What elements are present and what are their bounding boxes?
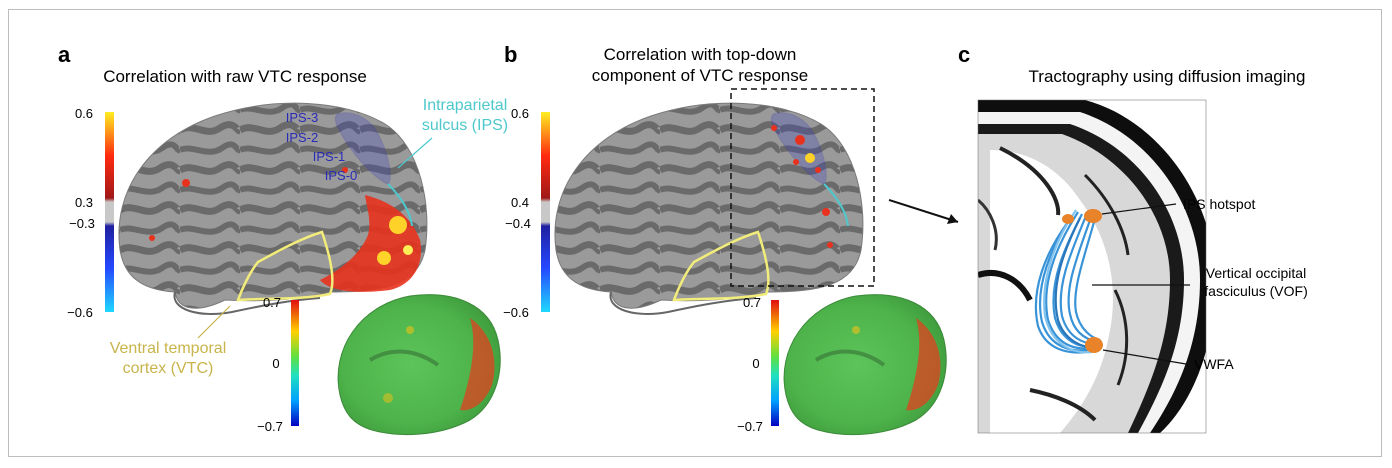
ips-0-label: IPS-0 — [325, 168, 358, 183]
zoom-box — [730, 88, 875, 287]
ips-3-label: IPS-3 — [286, 110, 319, 125]
vwfa-label: VWFA — [1194, 356, 1234, 372]
ips-2-label: IPS-2 — [286, 130, 319, 145]
vwfa-pointer — [1102, 349, 1187, 365]
vtc-annotation-line2: cortex (VTC) — [123, 360, 214, 377]
vof-tract — [1034, 209, 1101, 354]
panel-a-inset-min: −0.7 — [257, 419, 283, 434]
panel-b-inset-max: 0.7 — [743, 295, 761, 310]
panel-b-scale-min: −0.6 — [503, 305, 529, 320]
panel-a-title: Correlation with raw VTC response — [103, 67, 367, 86]
ips-annotation-line1: Intraparietal — [423, 97, 508, 114]
panel-b-inset-mid: 0 — [752, 356, 759, 371]
panel-b-scale-max: 0.6 — [511, 106, 529, 121]
ips-hotspot-roi — [1084, 209, 1102, 223]
panel-a-inset-max: 0.7 — [263, 295, 281, 310]
ips-hotspot-pointer — [1101, 203, 1177, 215]
panel-a-scale-lower: −0.3 — [69, 216, 95, 231]
panel-b-letter: b — [504, 42, 517, 67]
vof-label-line2: fasciculus (VOF) — [1204, 283, 1307, 299]
panel-b-scale-upper: 0.4 — [511, 195, 529, 210]
panel-a: a Correlation with raw VTC response 0.6 … — [58, 42, 508, 436]
panel-b-scale-lower: −0.4 — [505, 216, 531, 231]
panel-b: b Correlation with top-down component of… — [503, 42, 959, 436]
figure-frame — [8, 9, 1382, 457]
panel-a-scale-max: 0.6 — [75, 106, 93, 121]
panel-b-title-line2: component of VTC response — [592, 66, 808, 85]
panel-c: c Tractography using diffusion imaging — [958, 42, 1308, 434]
ips-annotation-pointer — [397, 137, 433, 169]
panel-b-inset-brain — [783, 294, 947, 436]
ips-annotation-line2: sulcus (IPS) — [422, 117, 508, 134]
zoom-arrow-head — [947, 214, 958, 224]
panel-a-scale-upper: 0.3 — [75, 195, 93, 210]
ips-hotspot-label: IPS hotspot — [1183, 196, 1255, 212]
panel-a-inset-brain — [337, 294, 501, 436]
panel-c-letter: c — [958, 42, 970, 67]
vtc-annotation-line1: Ventral temporal — [110, 340, 227, 357]
ips-hotspot-roi-secondary — [1062, 214, 1074, 224]
panel-b-title-line1: Correlation with top-down — [604, 45, 797, 64]
panel-a-inset-colorbar — [291, 300, 299, 426]
panel-b-inset-colorbar — [771, 300, 779, 426]
vtc-annotation-pointer — [197, 305, 231, 339]
panel-b-colorbar — [541, 112, 550, 312]
vwfa-roi — [1085, 337, 1103, 353]
panel-c-title: Tractography using diffusion imaging — [1029, 67, 1306, 86]
panel-a-scale-min: −0.6 — [67, 305, 93, 320]
panel-a-inset-mid: 0 — [272, 356, 279, 371]
panel-a-colorbar — [105, 112, 114, 312]
ips-1-label: IPS-1 — [313, 149, 346, 164]
panel-a-brain — [118, 102, 428, 315]
panel-a-letter: a — [58, 42, 71, 67]
vof-label-line1: Vertical occipital — [1206, 265, 1306, 281]
zoom-arrow — [888, 199, 959, 223]
panel-b-brain — [554, 102, 864, 315]
mri-image — [977, 99, 1207, 434]
panel-b-inset-min: −0.7 — [737, 419, 763, 434]
